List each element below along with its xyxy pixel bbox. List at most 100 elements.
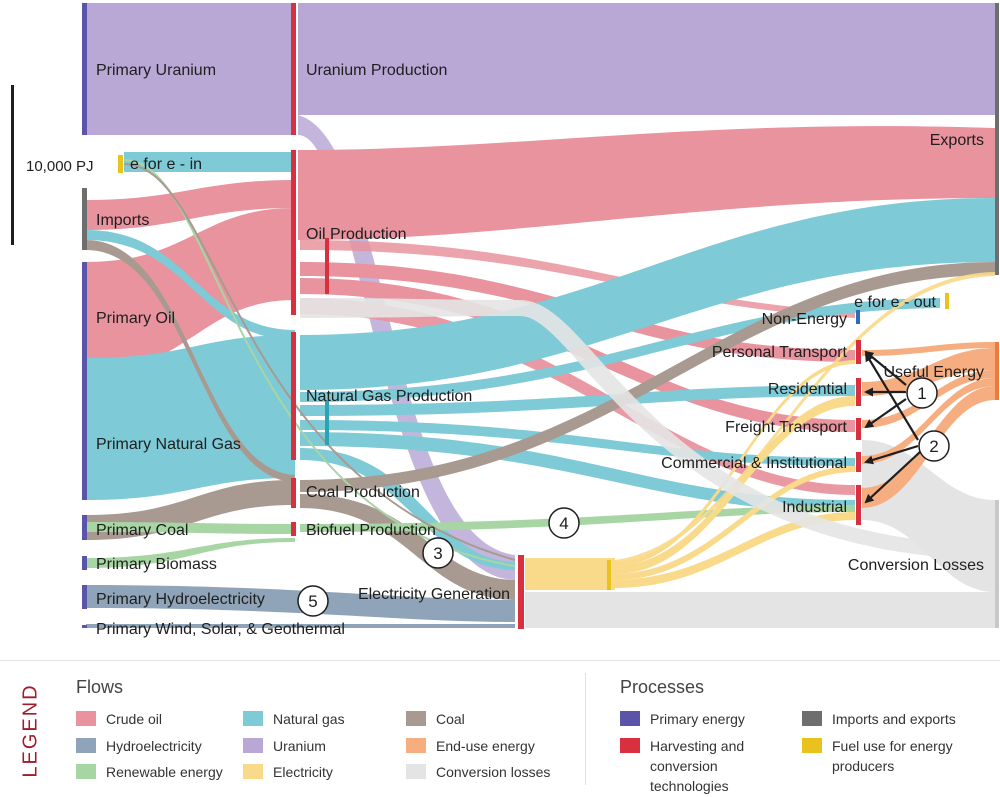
label-primary-natural-gas: Primary Natural Gas <box>96 436 241 453</box>
label-residential: Residential <box>768 381 847 398</box>
node-bar-imports <box>82 188 87 250</box>
legend-label: Uranium <box>273 738 326 754</box>
node-labels: Primary Uranium e for e - in Imports Pri… <box>96 62 984 638</box>
legend-process-fuel-use: Fuel use for energy producers <box>802 736 982 776</box>
arrow-2-commercial <box>864 444 919 465</box>
legend-swatch <box>802 738 822 753</box>
node-bar-non-energy <box>856 310 860 324</box>
legend-flow-end-use: End-use energy <box>406 736 535 756</box>
node-bar-biofuel-production <box>291 522 296 536</box>
node-bar-primary-wind <box>82 625 87 628</box>
legend-flow-renewable: Renewable energy <box>76 762 223 782</box>
flow-uranium-primary <box>86 3 295 135</box>
node-bar-conversion-losses <box>995 500 999 628</box>
flow-electricity-commercial <box>615 466 855 580</box>
legend-swatch <box>620 738 640 753</box>
legend-flow-electricity: Electricity <box>243 762 333 782</box>
label-uranium-production: Uranium Production <box>306 62 447 79</box>
node-bar-useful-energy <box>995 342 999 400</box>
flow-primary-natural-gas <box>86 335 295 500</box>
scale-label: 10,000 PJ <box>26 158 94 175</box>
legend-flow-uranium: Uranium <box>243 736 326 756</box>
label-conversion-losses: Conversion Losses <box>848 557 984 574</box>
legend-label: Hydroelectricity <box>106 738 202 754</box>
svg-text:3: 3 <box>433 544 442 563</box>
marker-4: 4 <box>548 507 580 539</box>
legend-label: Electricity <box>273 764 333 780</box>
node-bar-personal-transport <box>856 340 861 364</box>
flow-losses-electricity <box>525 592 995 628</box>
legend-flow-hydroelectricity: Hydroelectricity <box>76 736 202 756</box>
label-primary-hydro: Primary Hydroelectricity <box>96 591 265 608</box>
label-industrial: Industrial <box>782 499 847 516</box>
annotation-arrows <box>864 350 921 504</box>
legend-swatch <box>243 738 263 753</box>
node-bar-e-for-e-in <box>118 155 123 173</box>
node-bar-primary-hydro <box>82 585 87 609</box>
node-bar-industrial <box>856 485 861 525</box>
legend-label: Renewable energy <box>106 764 223 780</box>
flow-electricity-main <box>525 558 615 590</box>
flow-primary-oil <box>86 208 295 372</box>
flow-e-for-e-in-thin <box>123 159 516 567</box>
marker-1: 1 <box>906 377 938 409</box>
node-bar-commercial <box>856 452 861 472</box>
legend: LEGEND Flows Crude oil Hydroelectricity … <box>0 660 1000 797</box>
label-primary-biomass: Primary Biomass <box>96 556 217 573</box>
flow-uranium-exports <box>298 3 995 115</box>
arrow-2-industrial <box>864 451 921 504</box>
label-primary-uranium: Primary Uranium <box>96 62 216 79</box>
node-bar-primary-uranium <box>82 3 87 135</box>
sankey-diagram: 10,000 PJ Primary Uranium e for e - in I… <box>11 3 999 638</box>
markers: 1 2 3 4 5 <box>297 377 950 617</box>
marker-2: 2 <box>918 430 950 462</box>
flow-biomass-primary <box>86 538 295 568</box>
node-bar-residential <box>856 378 861 406</box>
scale-bar <box>11 85 14 245</box>
node-bar-e-for-e-out <box>945 293 949 309</box>
legend-flows-heading: Flows <box>76 677 124 697</box>
node-bar-uranium-production <box>291 3 296 135</box>
arrow-2-personal <box>864 352 919 441</box>
node-bar-natural-gas-production <box>291 332 296 460</box>
svg-text:1: 1 <box>917 384 926 403</box>
label-natural-gas-production: Natural Gas Production <box>306 388 472 405</box>
flow-losses-oil <box>300 298 995 560</box>
node-bar-exports <box>995 3 999 275</box>
label-non-energy: Non-Energy <box>762 311 847 328</box>
legend-divider <box>585 673 586 785</box>
label-electricity-generation: Electricity Generation <box>358 586 510 603</box>
flow-gas-exports <box>300 198 995 390</box>
flows <box>86 3 995 628</box>
label-personal-transport: Personal Transport <box>712 344 848 361</box>
label-primary-oil: Primary Oil <box>96 310 175 327</box>
flow-oil-exports <box>298 126 995 240</box>
svg-text:5: 5 <box>308 592 317 611</box>
svg-text:2: 2 <box>929 437 938 456</box>
node-bar-primary-biomass <box>82 556 87 570</box>
flow-gas-e-for-e <box>300 298 940 402</box>
node-bar-oil-production <box>291 150 296 315</box>
legend-label: Natural gas <box>273 711 345 727</box>
legend-swatch <box>802 711 822 726</box>
flow-gas-residential <box>300 385 855 416</box>
flow-e-for-e-in <box>124 152 295 172</box>
flow-useful-commercial <box>862 378 995 464</box>
node-bar-electricity-mid <box>607 560 611 590</box>
legend-swatch <box>243 764 263 779</box>
legend-swatch <box>406 764 426 779</box>
flow-primary-wind <box>86 624 515 628</box>
legend-flow-crude-oil: Crude oil <box>76 709 162 729</box>
label-coal-production: Coal Production <box>306 484 420 501</box>
legend-label: Fuel use for energy producers <box>832 738 953 774</box>
legend-flow-conversion-losses: Conversion losses <box>406 762 550 782</box>
flow-imports-oil <box>86 180 295 230</box>
label-oil-production: Oil Production <box>306 226 407 243</box>
label-imports: Imports <box>96 212 149 229</box>
label-exports: Exports <box>930 132 984 149</box>
node-bar-freight-transport <box>856 418 861 440</box>
legend-swatch <box>76 711 96 726</box>
flow-coal-electricity <box>300 494 515 600</box>
label-e-for-e-out: e for e - out <box>854 294 936 311</box>
marker-3: 3 <box>422 537 454 569</box>
